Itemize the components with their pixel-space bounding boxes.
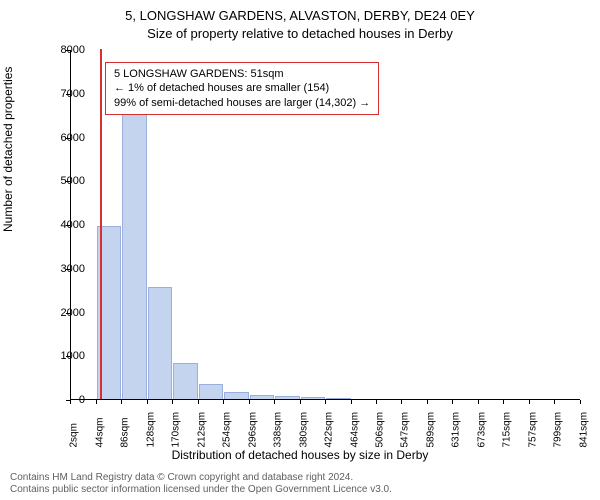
- x-tick-mark: [325, 400, 326, 404]
- x-tick-mark: [147, 400, 148, 404]
- x-tick-mark: [529, 400, 530, 404]
- histogram-bar: [301, 397, 326, 399]
- x-tick-mark: [70, 400, 71, 404]
- x-tick-mark: [249, 400, 250, 404]
- annotation-line-3: 99% of semi-detached houses are larger (…: [114, 96, 370, 110]
- x-tick-label: 128sqm: [145, 412, 156, 448]
- histogram-bar: [250, 395, 275, 399]
- x-tick-mark: [376, 400, 377, 404]
- annotation-box: 5 LONGSHAW GARDENS: 51sqm ← 1% of detach…: [105, 62, 379, 115]
- x-tick-mark: [401, 400, 402, 404]
- chart-title-main: 5, LONGSHAW GARDENS, ALVASTON, DERBY, DE…: [0, 8, 600, 23]
- x-tick-mark: [503, 400, 504, 404]
- footer-line-2: Contains public sector information licen…: [10, 484, 392, 496]
- x-tick-label: 547sqm: [400, 412, 411, 448]
- x-tick-mark: [223, 400, 224, 404]
- x-tick-label: 44sqm: [94, 417, 105, 447]
- y-axis-label: Number of detached properties: [1, 67, 15, 232]
- x-tick-label: 464sqm: [349, 412, 360, 448]
- histogram-bar: [122, 106, 147, 399]
- property-marker-line: [100, 49, 102, 399]
- x-tick-mark: [198, 400, 199, 404]
- x-tick-mark: [580, 400, 581, 404]
- x-tick-label: 296sqm: [247, 412, 258, 448]
- chart-container: 5, LONGSHAW GARDENS, ALVASTON, DERBY, DE…: [0, 0, 600, 500]
- x-tick-label: 212sqm: [196, 412, 207, 448]
- x-tick-label: 631sqm: [451, 412, 462, 448]
- x-tick-label: 589sqm: [425, 412, 436, 448]
- x-tick-mark: [121, 400, 122, 404]
- histogram-bar: [326, 398, 351, 399]
- footer-line-1: Contains HM Land Registry data © Crown c…: [10, 472, 392, 484]
- x-tick-label: 338sqm: [273, 412, 284, 448]
- x-tick-label: 170sqm: [171, 412, 182, 448]
- x-tick-label: 757sqm: [527, 412, 538, 448]
- x-tick-label: 506sqm: [375, 412, 386, 448]
- x-tick-label: 799sqm: [553, 412, 564, 448]
- annotation-line-2: ← 1% of detached houses are smaller (154…: [114, 81, 370, 95]
- x-tick-mark: [452, 400, 453, 404]
- histogram-bar: [275, 396, 300, 399]
- x-tick-mark: [478, 400, 479, 404]
- x-tick-mark: [96, 400, 97, 404]
- x-tick-label: 2sqm: [69, 423, 80, 447]
- x-tick-label: 86sqm: [120, 417, 131, 447]
- x-tick-mark: [427, 400, 428, 404]
- x-tick-mark: [300, 400, 301, 404]
- x-tick-label: 380sqm: [298, 412, 309, 448]
- footer-attribution: Contains HM Land Registry data © Crown c…: [10, 472, 392, 496]
- x-tick-label: 715sqm: [502, 412, 513, 448]
- x-tick-mark: [172, 400, 173, 404]
- histogram-bar: [148, 287, 173, 399]
- histogram-bar: [224, 392, 249, 399]
- x-tick-label: 673sqm: [476, 412, 487, 448]
- x-tick-label: 841sqm: [579, 412, 590, 448]
- histogram-bar: [199, 384, 224, 399]
- annotation-line-1: 5 LONGSHAW GARDENS: 51sqm: [114, 67, 370, 81]
- x-axis-label: Distribution of detached houses by size …: [0, 448, 600, 462]
- x-tick-label: 254sqm: [222, 412, 233, 448]
- x-tick-mark: [351, 400, 352, 404]
- chart-title-sub: Size of property relative to detached ho…: [0, 26, 600, 41]
- histogram-bar: [173, 363, 198, 399]
- x-tick-mark: [554, 400, 555, 404]
- x-tick-mark: [274, 400, 275, 404]
- x-tick-label: 422sqm: [324, 412, 335, 448]
